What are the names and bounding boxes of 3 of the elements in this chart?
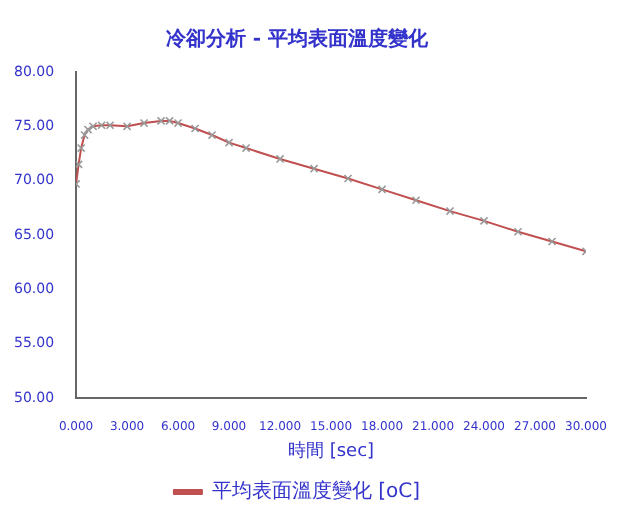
legend-label: 平均表面溫度變化 [oC] bbox=[211, 479, 421, 504]
chart-title: 冷卻分析 - 平均表面溫度變化 bbox=[165, 27, 431, 52]
x-axis-title: 時間 [sec] bbox=[287, 439, 375, 462]
